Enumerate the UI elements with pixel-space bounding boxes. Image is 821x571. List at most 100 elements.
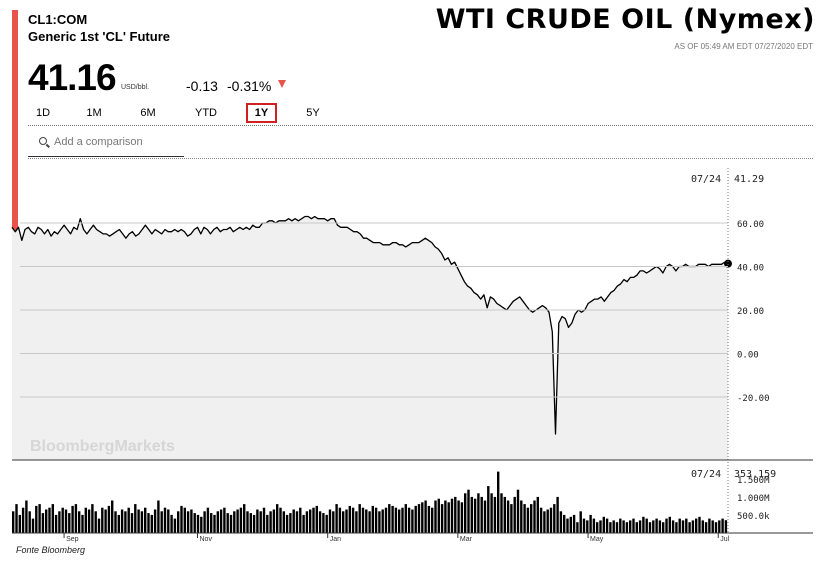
volume-bar: [665, 518, 668, 533]
range-6m-button[interactable]: 6M: [140, 107, 156, 119]
volume-bar: [556, 496, 559, 533]
volume-bar: [490, 493, 493, 533]
range-1m-button[interactable]: 1M: [86, 107, 102, 119]
volume-bar: [638, 520, 642, 533]
volume-bar: [592, 518, 596, 533]
volume-bar: [127, 507, 130, 533]
volume-bar: [460, 502, 464, 533]
volume-bar: [262, 507, 266, 533]
volume-bar: [701, 520, 704, 533]
range-1y-button[interactable]: 1Y: [246, 103, 277, 123]
volume-bar: [563, 514, 566, 533]
volume-bar: [536, 496, 539, 533]
volume-bar: [394, 507, 398, 533]
volume-bar: [41, 513, 45, 533]
volume-bar: [685, 518, 688, 533]
volume-bar: [229, 514, 233, 533]
comparison-input[interactable]: [54, 133, 180, 151]
volume-bar: [378, 511, 381, 533]
volume-bar: [642, 516, 645, 534]
range-5y-button[interactable]: 5Y: [306, 107, 320, 119]
volume-bar: [348, 505, 351, 533]
volume-bar: [503, 496, 506, 533]
range-1d-button[interactable]: 1D: [35, 107, 51, 119]
volume-bar: [150, 514, 153, 533]
volume-bar: [619, 518, 622, 533]
volume-bar: [200, 516, 203, 534]
volume-bar: [167, 509, 170, 533]
volume-bar: [144, 507, 147, 533]
volume-bar: [658, 520, 662, 533]
volume-bar: [526, 507, 530, 533]
y-tick-label: 40.00: [737, 264, 764, 274]
volume-bar: [596, 522, 599, 533]
volume-bar: [21, 507, 25, 533]
volume-bar: [282, 511, 285, 533]
volume-bar: [629, 520, 632, 533]
volume-bar: [325, 514, 328, 533]
volume-bar: [450, 498, 454, 533]
price-last-value: 41.29: [734, 174, 764, 185]
volume-bar: [421, 502, 424, 533]
volume-bar: [589, 514, 592, 533]
volume-bar: [170, 514, 173, 533]
range-ytd-button[interactable]: YTD: [195, 107, 217, 119]
volume-bar: [318, 511, 322, 533]
volume-bar: [38, 504, 41, 533]
volume-bar: [371, 505, 374, 533]
volume-bar: [31, 518, 35, 533]
volume-bar: [163, 507, 167, 533]
volume-bar: [81, 514, 84, 533]
price-last-date: 07/24: [691, 174, 721, 185]
volume-bar: [58, 511, 61, 533]
volume-bar: [434, 500, 437, 533]
volume-bar: [305, 511, 309, 533]
volume-bar: [698, 516, 701, 534]
volume-bar: [342, 511, 345, 533]
instrument-name: Generic 1st 'CL' Future: [28, 29, 170, 44]
volume-bar: [203, 511, 206, 533]
volume-bar: [213, 514, 216, 533]
volume-bar: [401, 507, 404, 533]
range-selector: 1D 1M 6M YTD 1Y 5Y: [28, 101, 813, 126]
volume-bar: [160, 511, 163, 533]
volume-bar: [688, 522, 691, 533]
volume-bar: [107, 505, 111, 533]
volume-bar: [233, 511, 236, 533]
volume-bar: [246, 511, 249, 533]
volume-bar: [467, 489, 470, 533]
last-price: 41.16: [28, 57, 117, 98]
volume-bar: [61, 507, 64, 533]
volume-bar: [315, 505, 318, 533]
volume-bar: [216, 511, 219, 533]
volume-bar: [599, 520, 602, 533]
volume-bar: [615, 522, 619, 533]
volume-panel: [12, 471, 728, 534]
volume-bar: [635, 522, 638, 533]
volume-bar: [586, 520, 589, 533]
price-change: -0.13: [186, 78, 218, 94]
volume-bar: [500, 493, 503, 533]
x-tick-label: Jul: [720, 536, 729, 543]
volume-bar: [470, 496, 473, 533]
down-arrow-icon: [278, 80, 286, 88]
volume-bar: [374, 507, 378, 533]
volume-bar: [533, 500, 536, 533]
volume-bar: [457, 500, 460, 533]
volume-bar: [256, 509, 259, 533]
volume-bar: [338, 507, 342, 533]
volume-bar: [15, 504, 18, 533]
volume-bar: [718, 520, 721, 533]
volume-bar: [704, 522, 708, 533]
volume-bar: [35, 505, 38, 533]
volume-bar: [97, 518, 101, 533]
volume-bar: [140, 511, 144, 533]
volume-bar: [381, 509, 384, 533]
volume-bar: [404, 504, 407, 533]
price-line: [11, 215, 729, 435]
volume-bar: [622, 520, 625, 533]
volume-bar: [473, 498, 477, 533]
volume-bar: [104, 509, 107, 533]
volume-bar: [190, 509, 193, 533]
volume-bar: [724, 520, 728, 533]
